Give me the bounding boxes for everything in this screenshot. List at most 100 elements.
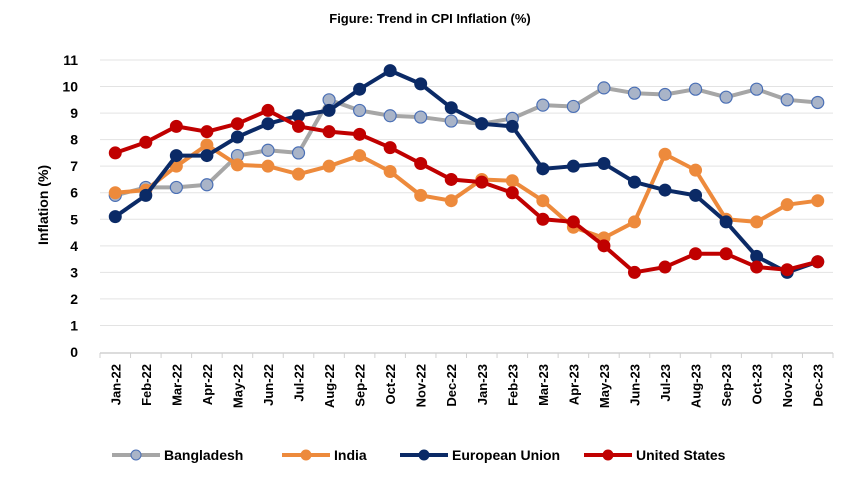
data-point <box>353 103 367 118</box>
y-tick-label: 11 <box>63 52 78 68</box>
data-point <box>536 98 550 112</box>
data-point <box>108 186 122 200</box>
data-point <box>230 130 244 144</box>
legend-label: India <box>334 447 367 463</box>
data-point <box>811 255 825 269</box>
data-point <box>108 210 122 224</box>
data-point <box>414 157 428 171</box>
series-india <box>108 138 825 245</box>
data-point <box>383 64 397 78</box>
data-point <box>414 110 428 124</box>
x-tick-label: Jan-22 <box>108 364 123 405</box>
data-point <box>292 119 306 133</box>
data-point <box>536 212 550 226</box>
x-tick-label: May-23 <box>597 364 612 408</box>
data-point <box>536 194 550 208</box>
data-point <box>658 260 672 274</box>
series-united-states <box>108 103 825 279</box>
legend-item: European Union <box>400 447 560 463</box>
data-point <box>689 247 703 261</box>
data-point <box>505 174 519 188</box>
data-point <box>444 194 458 208</box>
data-point <box>414 188 428 202</box>
data-point <box>780 198 794 212</box>
data-point <box>383 109 397 123</box>
y-tick-label: 4 <box>70 238 78 254</box>
x-tick-label: Feb-23 <box>505 364 520 406</box>
data-point <box>169 180 183 195</box>
x-tick-label: Jan-23 <box>475 364 490 405</box>
x-tick-label: Nov-23 <box>780 364 795 407</box>
data-point <box>322 125 336 139</box>
data-point <box>597 81 611 95</box>
x-tick-label: Apr-23 <box>566 364 581 405</box>
legend-item: Bangladesh <box>112 447 243 463</box>
data-point <box>780 263 794 277</box>
data-point <box>536 162 550 176</box>
data-point <box>353 127 367 141</box>
data-point <box>108 146 122 160</box>
data-point <box>261 103 275 117</box>
data-point <box>780 93 794 107</box>
data-point <box>688 82 703 96</box>
data-point <box>139 135 153 149</box>
data-point <box>566 99 580 114</box>
data-point <box>750 215 764 229</box>
y-tick-label: 10 <box>62 79 78 95</box>
legend-label: United States <box>636 447 726 463</box>
data-point <box>811 194 825 208</box>
legend-marker <box>418 449 430 461</box>
data-point <box>169 149 183 163</box>
data-point <box>414 77 428 91</box>
data-point <box>353 82 367 96</box>
data-point <box>505 119 519 133</box>
data-point <box>627 86 642 100</box>
data-point <box>658 87 672 102</box>
x-tick-label: Apr-22 <box>200 364 215 405</box>
data-point <box>505 186 519 200</box>
data-point <box>719 90 733 104</box>
legend-label: European Union <box>452 447 560 463</box>
data-point <box>750 260 764 274</box>
data-point <box>322 103 336 117</box>
data-point <box>169 119 183 133</box>
y-tick-label: 7 <box>70 158 78 174</box>
x-tick-label: Mar-23 <box>536 364 551 406</box>
data-point <box>261 143 275 157</box>
x-tick-label: Dec-22 <box>444 364 459 407</box>
y-tick-label: 1 <box>70 317 78 333</box>
x-tick-label: Sep-22 <box>353 364 368 407</box>
data-point <box>200 125 214 139</box>
series-line <box>115 142 818 240</box>
data-point <box>566 215 580 229</box>
data-point <box>230 158 244 172</box>
y-tick-label: 3 <box>70 264 78 280</box>
x-tick-label: Jul-22 <box>292 364 307 402</box>
data-point <box>475 117 489 131</box>
data-point <box>230 117 244 131</box>
legend-item: United States <box>584 447 726 463</box>
y-tick-label: 9 <box>70 105 78 121</box>
data-point <box>719 215 733 229</box>
x-tick-label: Aug-23 <box>689 364 704 408</box>
data-point <box>627 175 641 189</box>
y-tick-label: 5 <box>70 211 78 227</box>
x-tick-label: Jun-23 <box>627 364 642 406</box>
data-point <box>689 188 703 202</box>
data-point <box>597 157 611 171</box>
legend-marker <box>300 449 312 461</box>
x-tick-label: Jun-22 <box>261 364 276 406</box>
data-point <box>475 175 489 189</box>
data-point <box>200 178 214 192</box>
x-tick-label: Aug-22 <box>322 364 337 408</box>
y-tick-label: 8 <box>70 132 78 148</box>
x-tick-label: Nov-22 <box>414 364 429 407</box>
series-bangladesh <box>108 81 825 202</box>
data-point <box>811 95 825 110</box>
legend-marker <box>130 449 142 461</box>
data-point <box>566 159 580 173</box>
chart-title: Figure: Trend in CPI Inflation (%) <box>329 11 531 26</box>
y-axis-label: Inflation (%) <box>35 165 51 245</box>
data-point <box>750 82 764 96</box>
